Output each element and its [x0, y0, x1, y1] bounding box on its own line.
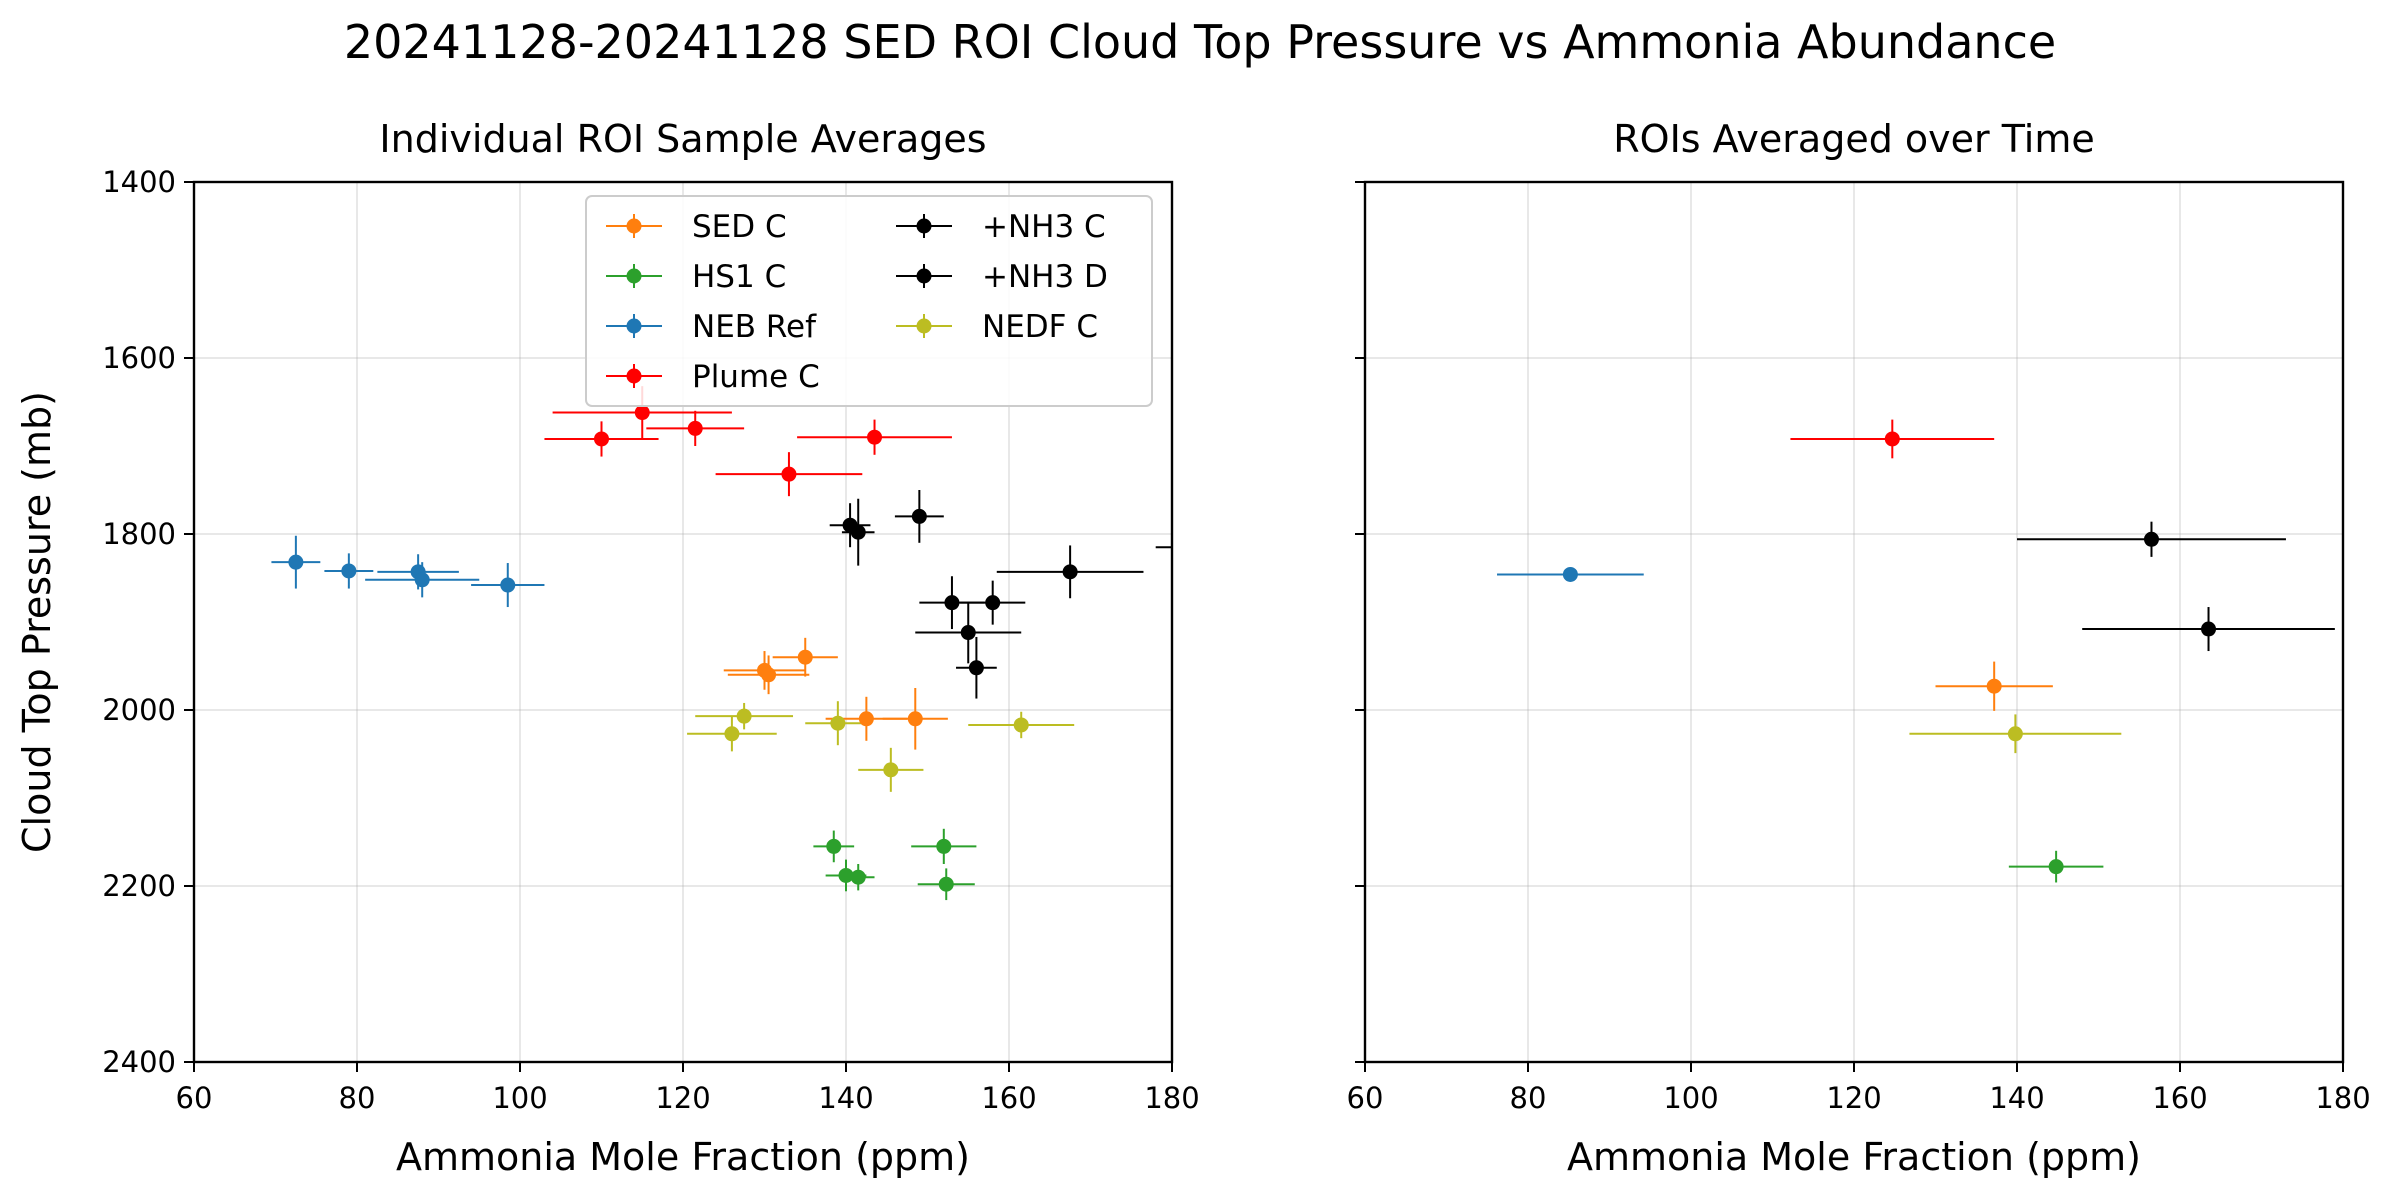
neb-ref-point: [1562, 566, 1578, 582]
legend-hs1-c-marker: [626, 268, 642, 284]
hs1-c-point: [838, 867, 854, 883]
y-tick-label: 2200: [102, 869, 176, 903]
nh3-d-point: [1205, 540, 1220, 555]
right-panel-title: ROIs Averaged over Time: [1613, 117, 2094, 161]
plume-c-point: [781, 466, 797, 482]
nedf-c-point: [883, 762, 899, 778]
right-panel: 60 80 100 120 140 160 180 ROIs Averaged over T…: [1347, 117, 2371, 1179]
hs1-c-point: [850, 869, 866, 885]
legend-sed-c-marker: [626, 218, 642, 234]
legend-plume-c-label: Plume C: [692, 359, 820, 395]
legend-nh3-c-label: +NH3 C: [982, 209, 1106, 245]
nedf-c-point: [736, 708, 752, 724]
nedf-c-point: [1013, 717, 1029, 733]
right-ticks: 60 80 100 120 140 160 180: [1347, 181, 2371, 1115]
x-tick-label: 120: [655, 1081, 710, 1115]
plume-c-point: [594, 431, 609, 447]
right-x-axis-label: Ammonia Mole Fraction (ppm): [1567, 1135, 2141, 1179]
nedf-c-point: [724, 726, 740, 742]
y-tick-label: 1800: [102, 517, 176, 551]
right-points: [1562, 431, 2217, 875]
legend-nedf-c-label: NEDF C: [982, 309, 1098, 345]
x-tick-label: 180: [2315, 1081, 2370, 1115]
hs1-c-point: [936, 838, 952, 854]
hs1-c-point: [826, 838, 842, 854]
hs1-c-point: [2048, 859, 2064, 875]
nh3-d-point: [1062, 564, 1078, 580]
nh3-c-point: [944, 595, 960, 611]
legend-nh3-c-marker: [916, 218, 932, 234]
x-tick-label: 180: [1144, 1081, 1199, 1115]
nh3-d-point: [968, 660, 984, 676]
nh3-d-point: [985, 595, 1001, 611]
y-tick-label: 2000: [102, 693, 176, 727]
sed-c-point: [858, 711, 874, 727]
x-tick-label: 140: [818, 1081, 873, 1115]
y-tick-label: 1600: [102, 341, 176, 375]
left-points: [288, 405, 1220, 892]
x-tick-label: 120: [1826, 1081, 1881, 1115]
x-tick-label: 100: [492, 1081, 547, 1115]
legend-neb-ref-label: NEB Ref: [692, 309, 817, 345]
nh3-c-point: [911, 508, 927, 524]
x-tick-label: 80: [339, 1081, 376, 1115]
legend-nh3-d-marker: [916, 268, 932, 284]
neb-ref-point: [414, 572, 430, 588]
plume-c-point: [1884, 431, 1900, 447]
y-tick-label: 1400: [102, 165, 176, 199]
left-ticks: 60 80 100 120 140 160 180 1400 1600 1800 2000 2200 2…: [102, 165, 1199, 1115]
x-tick-label: 140: [1989, 1081, 2044, 1115]
x-tick-label: 60: [176, 1081, 213, 1115]
right-grid: [1364, 181, 2344, 1063]
legend-entries: SED C HS1 C NEB Ref Plume C +NH3 C +NH3 D NEDF…: [606, 209, 1108, 395]
nh3-c-point: [960, 625, 976, 641]
nh3-d-point: [2201, 621, 2217, 637]
hs1-c-point: [938, 876, 954, 892]
left-panel-title: Individual ROI Sample Averages: [379, 117, 986, 161]
x-tick-label: 80: [1510, 1081, 1547, 1115]
left-x-axis-label: Ammonia Mole Fraction (ppm): [396, 1135, 970, 1179]
legend-plume-c-marker: [626, 368, 642, 384]
left-y-axis-label: Cloud Top Pressure (mb): [15, 391, 59, 853]
sed-c-point: [797, 649, 813, 665]
figure-title: 20241128-20241128 SED ROI Cloud Top Pres…: [344, 15, 2056, 69]
legend-nedf-c-marker: [916, 318, 932, 334]
plume-c-point: [634, 405, 650, 421]
x-tick-label: 60: [1347, 1081, 1384, 1115]
legend: SED C HS1 C NEB Ref Plume C +NH3 C +NH3 D NEDF…: [585, 195, 1153, 407]
x-tick-label: 160: [981, 1081, 1036, 1115]
legend-neb-ref-marker: [626, 318, 642, 334]
x-tick-label: 100: [1663, 1081, 1718, 1115]
sed-c-point: [907, 711, 923, 727]
plume-c-point: [867, 429, 883, 445]
legend-hs1-c-label: HS1 C: [692, 259, 786, 295]
legend-box: [585, 195, 1153, 407]
y-tick-label: 2400: [102, 1045, 176, 1079]
nedf-c-point: [830, 715, 846, 731]
legend-sed-c-label: SED C: [692, 209, 787, 245]
plume-c-point: [687, 420, 703, 436]
right-errorbars: [1497, 419, 2335, 883]
neb-ref-point: [288, 554, 304, 570]
neb-ref-point: [341, 563, 357, 579]
neb-ref-point: [500, 577, 516, 593]
nh3-c-point: [850, 524, 866, 540]
sed-c-point: [761, 667, 777, 683]
left-errorbars: [271, 386, 1172, 901]
sed-c-point: [1986, 678, 2002, 694]
nh3-c-point: [2143, 531, 2159, 547]
left-panel: 60 80 100 120 140 160 180 1400 1600 1800 2000 2200 2…: [15, 117, 1220, 1179]
x-tick-label: 160: [2152, 1081, 2207, 1115]
legend-nh3-d-label: +NH3 D: [982, 259, 1108, 295]
nedf-c-point: [2007, 726, 2023, 742]
